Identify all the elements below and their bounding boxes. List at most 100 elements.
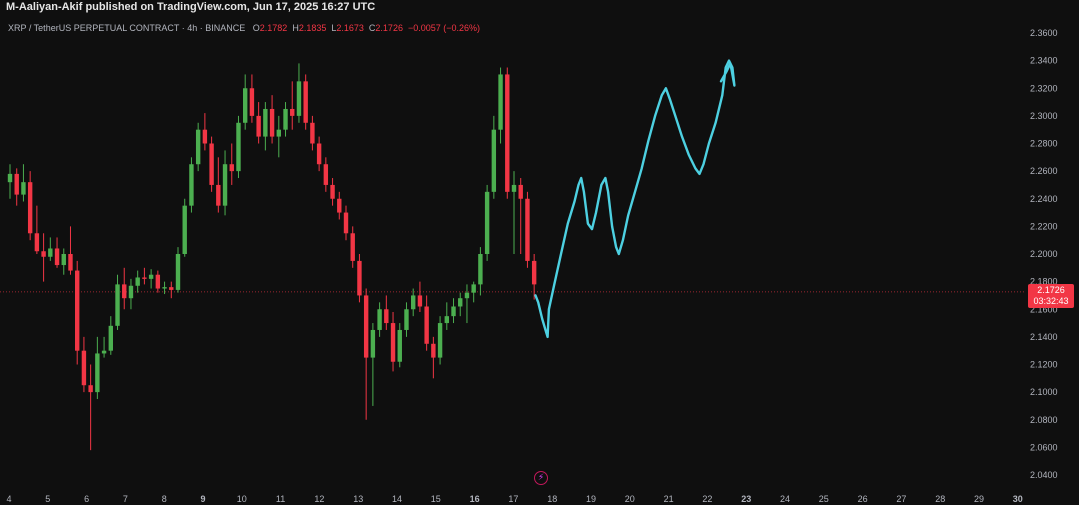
time-tick-label: 26 — [858, 494, 868, 504]
time-tick-label: 27 — [896, 494, 906, 504]
candle-body — [236, 122, 241, 172]
candle-body — [484, 191, 490, 254]
candle-body — [263, 108, 268, 137]
low-value: 2.1673 — [336, 23, 364, 33]
candle-body — [148, 274, 154, 279]
candle-body — [323, 164, 329, 185]
price-tick-label: 2.1600 — [1030, 304, 1058, 314]
candle-body — [464, 292, 470, 299]
high-label: H — [292, 23, 299, 33]
candle-body — [276, 129, 281, 137]
time-tick-label: 13 — [353, 494, 363, 504]
candle-body — [337, 198, 342, 213]
candle-body — [135, 277, 140, 286]
candle-body — [491, 129, 497, 192]
candle-body — [54, 248, 60, 266]
symbol-info: XRP / TetherUS PERPETUAL CONTRACT · 4h ·… — [8, 22, 480, 34]
candle-body — [296, 81, 302, 116]
price-tick-label: 2.0600 — [1030, 442, 1058, 452]
high-value: 2.1835 — [298, 23, 327, 33]
candle-body — [458, 298, 463, 307]
price-tick-label: 2.3400 — [1030, 56, 1058, 66]
candle-body — [417, 295, 423, 307]
candle-body — [505, 74, 510, 192]
time-tick-label: 14 — [392, 494, 402, 504]
time-tick-label: 24 — [780, 494, 790, 504]
candle-body — [431, 343, 436, 358]
candle-body — [243, 88, 248, 123]
price-tick-label: 2.1000 — [1030, 387, 1058, 397]
time-tick-label: 29 — [974, 494, 984, 504]
publisher-bar: M-Aaliyan-Akif published on TradingView.… — [0, 0, 1079, 16]
candle-body — [303, 81, 308, 123]
lightning-icon[interactable]: ⚡ — [534, 471, 548, 485]
price-tick-label: 2.3200 — [1030, 83, 1058, 93]
candle-body — [404, 309, 409, 330]
candle-body — [377, 309, 382, 330]
time-tick-label: 21 — [664, 494, 674, 504]
candle-body — [498, 74, 503, 130]
candle-body — [424, 306, 429, 344]
time-tick-label: 18 — [547, 494, 557, 504]
time-axis: 4 5 6 7 8 9 10 11 12 13 14 15 16 17 18 19 20 21 22 23 24 25 26… — [6, 494, 1022, 504]
price-tick-label: 2.3000 — [1030, 111, 1058, 121]
price-axis: 2.3600 2.3400 2.3200 2.3000 2.2800 2.2600 2.24… — [1030, 28, 1058, 480]
price-tick-label: 2.2600 — [1030, 166, 1058, 176]
candle-body — [75, 270, 80, 351]
time-tick-label: 17 — [508, 494, 518, 504]
candle-body — [115, 284, 120, 326]
last-price-value: 2.1726 — [1037, 285, 1065, 295]
countdown-value: 03:32:43 — [1033, 296, 1069, 306]
close-value: 2.1726 — [375, 23, 403, 33]
candle-body — [169, 287, 174, 290]
candle-body — [316, 143, 322, 165]
price-tick-label: 2.0400 — [1030, 470, 1058, 480]
candle-body — [397, 329, 402, 362]
time-tick-label: 11 — [276, 494, 285, 504]
candle-body — [95, 353, 100, 393]
candle-body — [249, 88, 255, 116]
time-tick-label: 19 — [586, 494, 596, 504]
candle-body — [108, 325, 113, 351]
price-tick-label: 2.2000 — [1030, 249, 1058, 259]
open-label: O — [252, 23, 260, 33]
price-tick-label: 2.2800 — [1030, 139, 1058, 149]
price-tick-label: 2.1800 — [1030, 277, 1058, 287]
price-tick-label: 2.2200 — [1030, 221, 1058, 231]
candle-body — [155, 274, 161, 289]
low-label: L — [331, 23, 337, 33]
candle-body — [518, 184, 523, 199]
candle-body — [290, 108, 295, 116]
candles — [7, 63, 537, 451]
candle-body — [27, 182, 33, 234]
candle-body — [195, 129, 201, 165]
time-tick-label: 23 — [741, 494, 751, 504]
price-tick-label: 2.2400 — [1030, 194, 1058, 204]
time-tick-label: 9 — [200, 494, 205, 504]
publisher-text: M-Aaliyan-Akif published on TradingView.… — [6, 1, 376, 13]
candle-body — [478, 254, 483, 285]
candle-body — [202, 129, 208, 144]
time-tick-label: 25 — [819, 494, 829, 504]
time-tick-label: 16 — [470, 494, 480, 504]
candle-body — [88, 385, 93, 393]
candle-body — [384, 309, 389, 324]
candle-body — [122, 284, 127, 299]
time-tick-label: 10 — [237, 494, 247, 504]
price-tick-label: 2.3600 — [1030, 28, 1058, 38]
candle-body — [531, 260, 537, 285]
candle-body — [209, 143, 214, 185]
candle-body — [175, 254, 181, 290]
candle-body — [471, 284, 476, 293]
time-tick-label: 15 — [431, 494, 441, 504]
candle-body — [182, 205, 187, 254]
candle-body — [162, 287, 167, 289]
candle-body — [269, 108, 275, 137]
time-tick-label: 5 — [45, 494, 50, 504]
candle-body — [390, 323, 396, 362]
candle-body — [61, 254, 66, 266]
candle-body — [68, 254, 73, 271]
drawn-projection-path — [534, 59, 736, 339]
candle-body — [101, 350, 107, 354]
